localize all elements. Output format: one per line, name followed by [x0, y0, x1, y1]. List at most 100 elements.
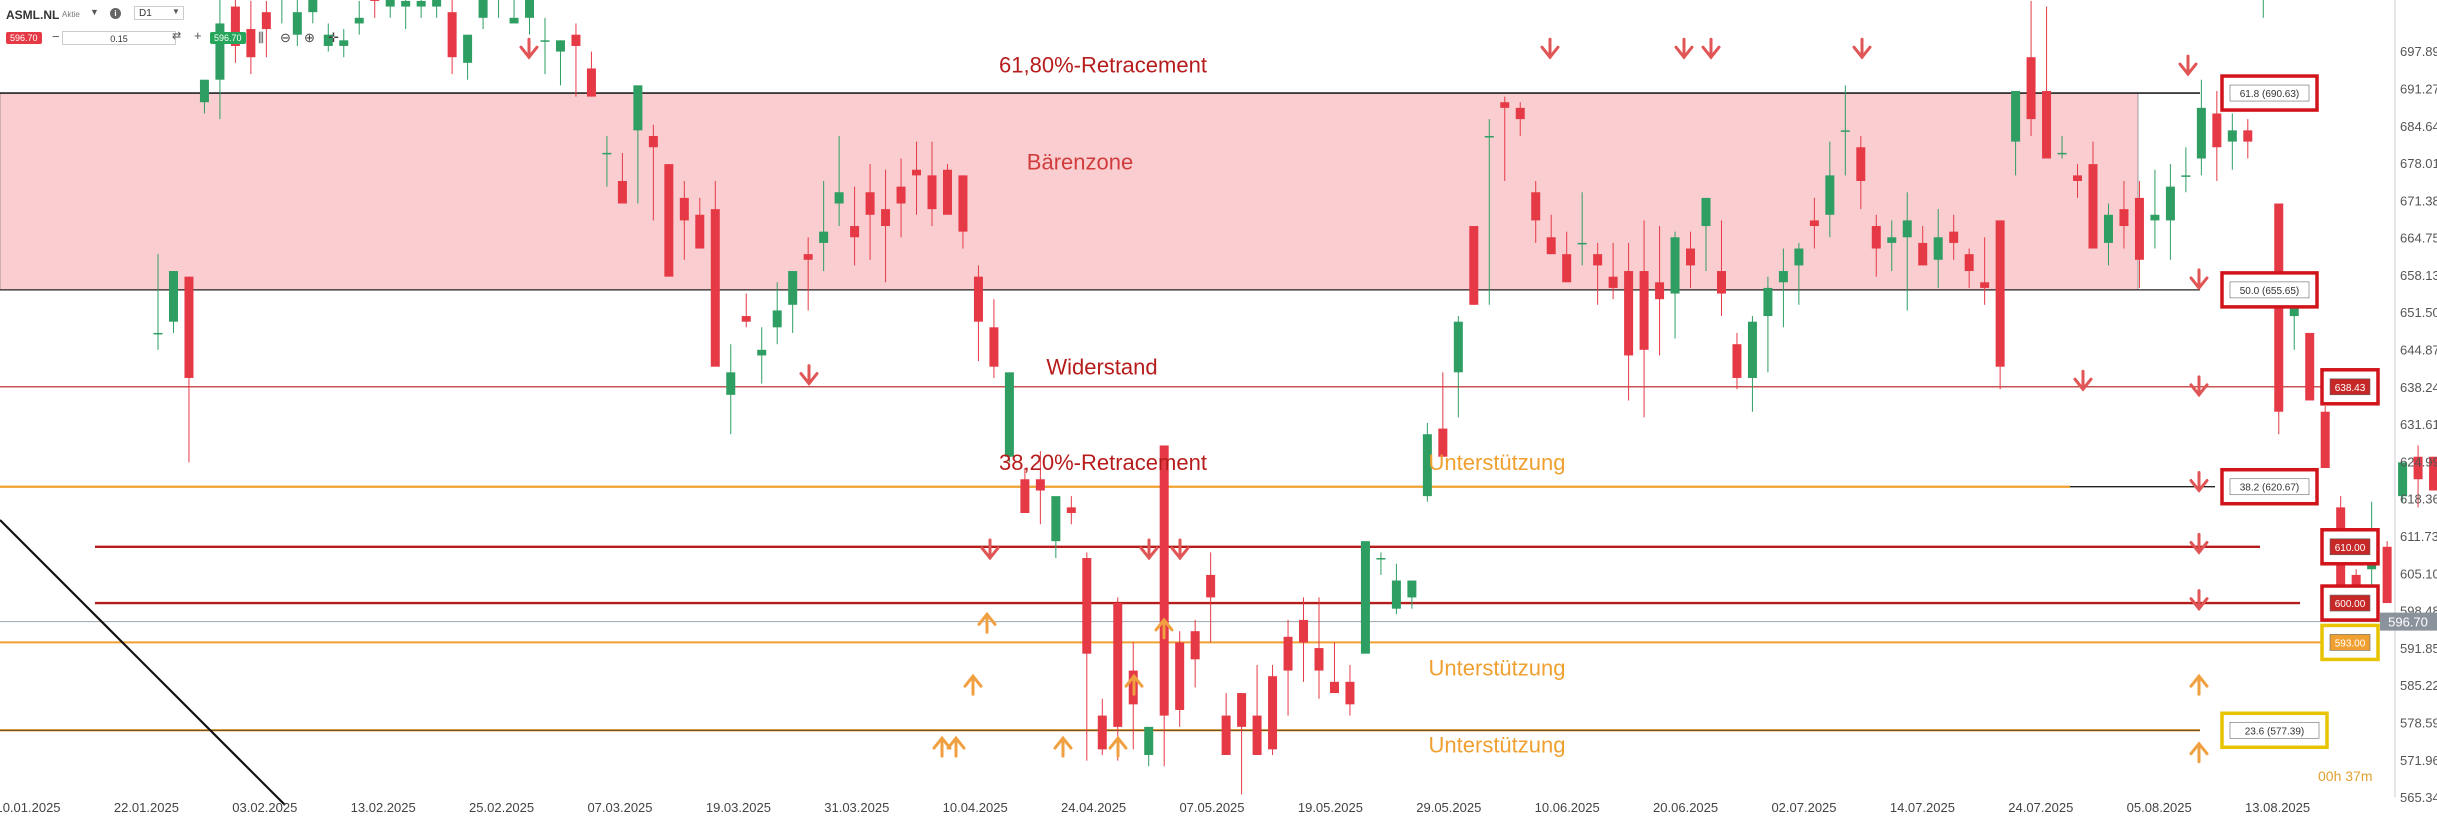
candle-body	[1422, 434, 1432, 497]
crosshair-icon[interactable]: ✛	[328, 30, 339, 45]
candle-body	[617, 181, 627, 204]
y-tick-label: 671.38	[2400, 193, 2437, 208]
candle-body	[1577, 242, 1587, 245]
candle-body	[1871, 226, 1881, 249]
candle-body	[1453, 321, 1463, 373]
buy-price-button[interactable]: 596.70	[210, 32, 246, 44]
buy-signal-arrow-icon	[946, 735, 966, 758]
y-tick-label: 664.75	[2400, 231, 2437, 246]
candle-body	[1283, 636, 1293, 671]
candle-body	[1221, 715, 1231, 755]
sell-signal-arrow-icon	[2189, 268, 2209, 291]
symbol-label[interactable]: ASML.NL	[6, 8, 60, 22]
candle-body	[602, 152, 612, 155]
support-593-box: 593.00	[2335, 638, 2366, 649]
y-tick-label: 644.87	[2400, 343, 2437, 358]
candle-body	[261, 12, 271, 30]
zoom-out-icon[interactable]: ⊖	[280, 30, 291, 45]
chevron-down-icon[interactable]: ▼	[172, 7, 180, 16]
y-tick-label: 651.50	[2400, 305, 2437, 320]
candle-body	[184, 276, 194, 378]
candle-body	[2305, 332, 2315, 401]
candle-body	[1020, 479, 1030, 514]
y-tick-label: 678.01	[2400, 156, 2437, 171]
candle-body	[2196, 107, 2206, 159]
trendline	[0, 519, 286, 806]
chevron-down-icon[interactable]: ▼	[90, 7, 99, 17]
candle-body	[1438, 428, 1448, 457]
candle-body	[1113, 603, 1123, 727]
candle-body	[555, 40, 565, 52]
x-tick-label: 07.03.2025	[587, 800, 652, 815]
bear-zone-label: Bärenzone	[1027, 150, 1133, 175]
support-label: Unterstützung	[1429, 733, 1566, 758]
candle-body	[896, 186, 906, 204]
candle-body	[2429, 456, 2437, 491]
candle-body	[1778, 271, 1788, 283]
y-tick-label: 571.96	[2400, 753, 2437, 768]
candle-body	[1035, 479, 1045, 491]
sell-price-button[interactable]: 596.70	[6, 32, 42, 44]
x-tick-label: 10.04.2025	[943, 800, 1008, 815]
zoom-in-icon[interactable]: ⊕	[304, 30, 315, 45]
y-tick-label: 605.10	[2400, 566, 2437, 581]
fib-382-box: 38.2 (620.67)	[2240, 483, 2300, 494]
candle-body	[1918, 242, 1928, 266]
candle-body	[1051, 496, 1061, 542]
candle-body	[354, 17, 364, 24]
candle-body	[912, 169, 922, 176]
candle-body	[2119, 209, 2129, 227]
x-tick-label: 13.02.2025	[351, 800, 416, 815]
candle-body	[679, 197, 689, 221]
candle-body	[1562, 254, 1572, 283]
candle-body	[586, 68, 596, 97]
candle-body	[1639, 271, 1649, 350]
candle-body	[2150, 214, 2160, 221]
resistance-box: 638.43	[2335, 383, 2366, 394]
candle-body	[2212, 113, 2222, 148]
candle-body	[246, 29, 256, 58]
candle-body	[2088, 164, 2098, 249]
candle-body	[230, 6, 240, 46]
candle-body	[1624, 271, 1634, 356]
candle-body	[1655, 282, 1665, 300]
candle-body	[881, 209, 891, 227]
instrument-type-label: Aktie	[62, 10, 80, 19]
candle-body	[401, 0, 411, 7]
x-tick-label: 07.05.2025	[1179, 800, 1244, 815]
candle-body	[1964, 254, 1974, 272]
chart-toolbar: ASML.NL Aktie ▼ i D1 ▼ 596.70 − 0.15 ⇄ +…	[0, 0, 360, 50]
sell-signal-arrow-icon	[2178, 54, 2198, 77]
candle-body	[323, 34, 333, 46]
bar-chart-icon[interactable]: ⫼	[258, 30, 264, 45]
candle-body	[803, 254, 813, 260]
candle-body	[772, 310, 782, 328]
candle-body	[2026, 57, 2036, 120]
increase-quantity-button[interactable]: +	[194, 28, 202, 43]
fib-618-label: 61,80%-Retracement	[999, 52, 1207, 77]
timeframe-select[interactable]: D1	[134, 6, 184, 20]
candle-body	[2073, 175, 2083, 182]
info-icon[interactable]: i	[110, 8, 121, 19]
candle-body	[339, 40, 349, 46]
x-tick-label: 03.02.2025	[232, 800, 297, 815]
candle-body	[1097, 715, 1107, 750]
current-price-label: 596.70	[2388, 615, 2428, 630]
sell-signal-arrow-icon	[2189, 375, 2209, 398]
buy-signal-arrow-icon	[932, 735, 952, 758]
decrease-quantity-button[interactable]: −	[52, 29, 60, 44]
swap-icon[interactable]: ⇄	[172, 30, 182, 42]
fib-236-box: 23.6 (577.39)	[2245, 726, 2305, 737]
candle-body	[664, 164, 674, 277]
candle-body	[385, 0, 395, 7]
level-600-box: 600.00	[2335, 599, 2366, 610]
quantity-input[interactable]: 0.15	[62, 31, 176, 45]
candle-body	[865, 192, 875, 215]
x-tick-label: 24.07.2025	[2008, 800, 2073, 815]
candle-body	[1299, 619, 1309, 643]
x-tick-label: 25.02.2025	[469, 800, 534, 815]
level-600-box-inner	[2329, 594, 2371, 612]
x-tick-label: 22.01.2025	[114, 800, 179, 815]
y-tick-label: 624.99	[2400, 454, 2437, 469]
